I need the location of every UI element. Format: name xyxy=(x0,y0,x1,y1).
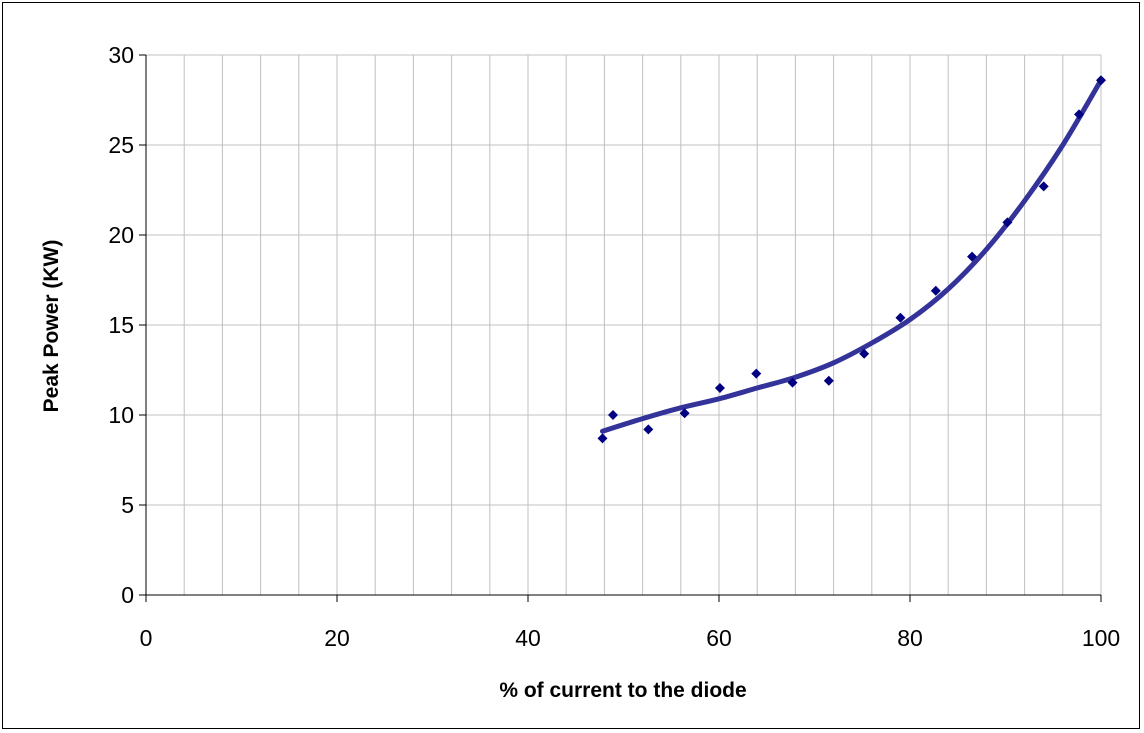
data-point xyxy=(607,410,618,420)
data-point xyxy=(895,312,906,323)
x-tick-label: 20 xyxy=(324,625,350,651)
y-tick-label: 25 xyxy=(108,132,134,158)
y-tick-label: 20 xyxy=(108,222,134,248)
y-tick-label: 5 xyxy=(121,492,134,518)
x-tick-label: 100 xyxy=(1082,625,1120,651)
y-tick-label: 30 xyxy=(108,42,134,68)
data-point xyxy=(1038,181,1049,192)
data-point xyxy=(751,368,762,379)
tick-labels: 0 5 10 15 20 25 30 0 20 40 60 80 100 xyxy=(108,42,1120,651)
x-tick-label: 0 xyxy=(140,625,153,651)
x-axis-title: % of current to the diode xyxy=(499,679,746,702)
data-point xyxy=(823,375,834,386)
trendline-layer xyxy=(599,77,1104,434)
data-point xyxy=(1074,109,1085,120)
data-point xyxy=(597,433,608,444)
data-point xyxy=(967,251,978,262)
data-point xyxy=(859,348,870,359)
data-points xyxy=(597,75,1106,444)
x-tick-label: 80 xyxy=(897,625,923,651)
data-point xyxy=(787,377,798,388)
grid xyxy=(146,54,1102,595)
data-point xyxy=(1002,217,1013,228)
trendline-curve xyxy=(599,77,1104,434)
data-point xyxy=(679,408,690,419)
axes xyxy=(139,54,1102,602)
data-point xyxy=(930,285,941,296)
data-point xyxy=(714,383,725,393)
x-tick-label: 40 xyxy=(515,625,541,651)
y-tick-label: 0 xyxy=(121,582,134,608)
data-point xyxy=(643,424,654,435)
x-tick-label: 60 xyxy=(706,625,732,651)
data-point xyxy=(1096,75,1106,86)
y-axis-title: Peak Power (KW) xyxy=(40,240,63,413)
y-tick-label: 15 xyxy=(108,312,134,338)
y-tick-label: 10 xyxy=(108,402,134,428)
